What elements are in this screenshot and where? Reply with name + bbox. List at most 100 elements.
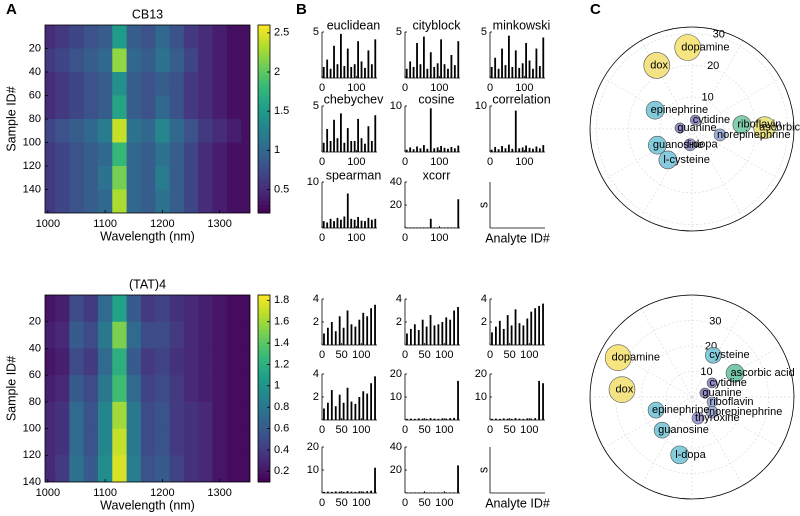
heatmap-cell [226, 321, 242, 349]
bubble-label: norepinephrine [717, 129, 790, 141]
bar [409, 328, 412, 345]
colorbar-step [258, 396, 270, 401]
plot-frame [44, 294, 251, 483]
bubble [699, 387, 711, 399]
colorbar-step [258, 388, 270, 393]
x-tick-label: 100 [435, 349, 453, 361]
y-tick-label: 5 [313, 100, 319, 112]
heatmap-cell [140, 455, 156, 482]
heatmap-cell [140, 95, 156, 120]
colorbar-step [258, 99, 270, 104]
bar [497, 149, 500, 152]
heatmap-cell [69, 119, 85, 143]
bar [416, 43, 418, 78]
colorbar-step [258, 349, 270, 354]
bar [514, 110, 517, 152]
y-axis-label: s [476, 467, 490, 473]
heatmap-cell [212, 321, 228, 349]
heatmap-cell [226, 348, 242, 376]
bar [522, 418, 525, 420]
bar [409, 61, 412, 78]
heatmap-cell [226, 428, 242, 456]
bar [534, 308, 537, 345]
heatmap-cell [55, 48, 70, 73]
heatmap-cell [183, 72, 199, 96]
x-axis-label: Wavelength (nm) [100, 229, 195, 243]
bar [447, 148, 449, 152]
y-tick-label: 4 [481, 293, 487, 305]
x-axis-label: Analyte ID# [485, 231, 550, 245]
bar [433, 418, 436, 420]
bubble [705, 405, 719, 419]
y-tick-label: 80 [29, 396, 41, 408]
bar [491, 332, 493, 345]
bubble-label: thyroxine [695, 412, 740, 424]
heatmap-cell [169, 295, 185, 323]
bar [490, 149, 493, 152]
colorbar-step [258, 400, 270, 405]
x-tick-label: 1100 [93, 487, 117, 499]
bar [494, 57, 497, 78]
bubble [608, 376, 636, 403]
bar [374, 467, 376, 493]
heatmap-cell [112, 295, 128, 323]
heatmap-cell [241, 348, 250, 376]
spoke [640, 128, 693, 218]
heatmap-cell [155, 95, 171, 120]
y-tick-label: 5 [396, 26, 402, 38]
colorbar-step [258, 32, 270, 38]
chart-title: CB13 [132, 7, 163, 21]
heatmap-cell [126, 321, 142, 349]
colorbar-step [258, 310, 270, 315]
x-tick-label: 100 [347, 82, 365, 94]
bar [354, 491, 357, 493]
bar [370, 140, 373, 152]
bar [506, 315, 509, 345]
heatmap-cell [226, 25, 242, 49]
heatmap-cell [69, 189, 85, 213]
heatmap-cell [155, 119, 171, 143]
bar [374, 39, 377, 78]
colorbar-step [258, 466, 270, 471]
r-tick-label: 10 [700, 366, 712, 378]
heatmap-cell [55, 348, 70, 376]
bar [358, 491, 361, 493]
heatmap-cell [212, 48, 228, 73]
colorbar-step [258, 166, 270, 171]
heatmap-cell [69, 455, 85, 482]
bubble-label: epinephrine [651, 104, 709, 116]
y-tick-label: 40 [29, 342, 41, 354]
colorbar-step [258, 75, 270, 81]
bar [360, 220, 363, 228]
heatmap-cell [112, 428, 128, 456]
heatmap-cell [45, 72, 56, 96]
colorbar-step [258, 380, 270, 386]
x-tick-label: 0 [487, 156, 493, 168]
x-tick-label: 100 [352, 349, 370, 361]
heatmap-cell [212, 119, 228, 143]
bar [405, 149, 408, 152]
bubble-label: l-dopa [687, 139, 718, 151]
y-axis-label: Sample ID# [4, 356, 18, 421]
bar [528, 147, 531, 152]
bubble [670, 445, 689, 465]
x-tick-label: 100 [347, 156, 365, 168]
bar [326, 402, 329, 420]
colorbar-step [258, 158, 270, 163]
bubble-label: cytidine [710, 377, 747, 389]
y-tick-label: 20 [390, 368, 402, 380]
bar [330, 390, 333, 420]
bar [521, 63, 524, 78]
heatmap-cell [55, 321, 70, 349]
bar [346, 128, 349, 152]
colorbar-tick-label: 1.6 [274, 316, 289, 328]
bar [367, 126, 370, 152]
chart-title: (TAT)4 [129, 277, 166, 291]
y-tick-label: 2 [313, 391, 319, 403]
bar [350, 491, 353, 493]
heatmap-cell [126, 166, 142, 190]
colorbar-step [258, 423, 270, 428]
heatmap-cell [226, 166, 242, 190]
heatmap-cell [241, 119, 250, 143]
spoke [691, 396, 744, 486]
